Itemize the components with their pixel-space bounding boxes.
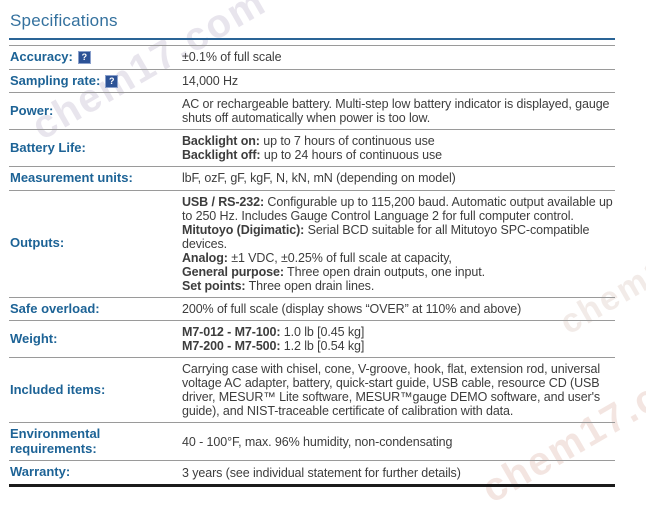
spec-label: Weight: (9, 321, 182, 358)
spec-value: Backlight on: up to 7 hours of continuou… (182, 130, 615, 167)
spec-row: Weight: M7-012 - M7-100: 1.0 lb [0.45 kg]… (9, 321, 615, 358)
spec-value: 14,000 Hz (182, 69, 615, 93)
spec-label: Measurement units: (9, 167, 182, 191)
spec-value-line: Set points: Three open drain lines. (182, 278, 375, 293)
spec-label-text: Environmental requirements: (10, 426, 101, 456)
spec-row: Outputs: USB / RS-232: Configurable up to… (9, 190, 615, 298)
spec-label-text: Measurement units: (10, 170, 133, 186)
spec-value-line: lbF, ozF, gF, kgF, N, kN, mN (depending … (182, 171, 456, 186)
spec-label-text: Warranty: (10, 464, 71, 480)
spec-value-line: M7-200 - M7-500: 1.2 lb [0.54 kg] (182, 339, 365, 354)
spec-value: ±0.1% of full scale (182, 46, 615, 70)
spec-label: Battery Life: (9, 130, 182, 167)
spec-value-line: Backlight on: up to 7 hours of continuou… (182, 134, 435, 149)
spec-label-text: Power: (10, 102, 54, 118)
spec-row: Battery Life: Backlight on: up to 7 hours… (9, 130, 615, 167)
spec-row: Measurement units: lbF, ozF, gF, kgF, N, … (9, 167, 615, 191)
specs-table: Accuracy:? ±0.1% of full scale Sampling ra… (9, 45, 615, 487)
spec-label: Warranty: (9, 461, 182, 486)
spec-label: Accuracy:? (9, 46, 182, 70)
spec-label: Included items: (9, 358, 182, 423)
spec-value-line: USB / RS-232: Configurable up to 115,200… (182, 194, 613, 223)
spec-value-line: 40 - 100°F, max. 96% humidity, non-conde… (182, 434, 453, 449)
spec-value-line: 200% of full scale (display shows “OVER”… (182, 301, 522, 316)
spec-row: Environmental requirements: 40 - 100°F, m… (9, 423, 615, 461)
spec-value-line: 3 years (see individual statement for fu… (182, 465, 461, 480)
spec-value: 200% of full scale (display shows “OVER”… (182, 297, 615, 321)
spec-row: Included items: Carrying case with chisel… (9, 358, 615, 423)
spec-row: Safe overload: 200% of full scale (displa… (9, 297, 615, 321)
spec-label: Sampling rate:? (9, 69, 182, 93)
spec-value: 40 - 100°F, max. 96% humidity, non-conde… (182, 423, 615, 461)
help-icon[interactable]: ? (77, 51, 91, 64)
spec-value-line: General purpose: Three open drain output… (182, 264, 485, 279)
spec-label: Safe overload: (9, 297, 182, 321)
spec-value-line: AC or rechargeable battery. Multi-step l… (182, 97, 610, 126)
spec-page: Specifications Accuracy:? ±0.1% of full s… (9, 9, 615, 487)
spec-row: Accuracy:? ±0.1% of full scale (9, 46, 615, 70)
page-title: Specifications (9, 9, 615, 40)
spec-label-text: Accuracy: (10, 49, 73, 64)
spec-value: AC or rechargeable battery. Multi-step l… (182, 93, 615, 130)
spec-value-line: Analog: ±1 VDC, ±0.25% of full scale at … (182, 250, 452, 265)
spec-label-text: Sampling rate: (10, 72, 101, 88)
spec-value: 3 years (see individual statement for fu… (182, 461, 615, 486)
spec-label-text: Battery Life: (10, 139, 86, 155)
spec-value-line: M7-012 - M7-100: 1.0 lb [0.45 kg] (182, 325, 365, 340)
spec-label: Environmental requirements: (9, 423, 182, 461)
spec-row: Sampling rate:? 14,000 Hz (9, 69, 615, 93)
spec-value: Carrying case with chisel, cone, V-groov… (182, 358, 615, 423)
spec-label-text: Safe overload: (10, 300, 100, 316)
spec-row: Warranty: 3 years (see individual stateme… (9, 461, 615, 486)
spec-row: Power: AC or rechargeable battery. Multi-… (9, 93, 615, 130)
spec-value: lbF, ozF, gF, kgF, N, kN, mN (depending … (182, 167, 615, 191)
spec-value: USB / RS-232: Configurable up to 115,200… (182, 190, 615, 297)
spec-value-line: 14,000 Hz (182, 73, 239, 88)
spec-label: Power: (9, 93, 182, 130)
help-icon[interactable]: ? (105, 74, 119, 88)
spec-value-line: Mitutoyo (Digimatic): Serial BCD suitabl… (182, 222, 590, 251)
spec-value-line: ±0.1% of full scale (182, 50, 282, 65)
spec-label-text: Included items: (10, 381, 106, 397)
spec-value-line: Backlight off: up to 24 hours of continu… (182, 148, 443, 163)
spec-value: M7-012 - M7-100: 1.0 lb [0.45 kg] M7-200 … (182, 321, 615, 358)
spec-value-line: Carrying case with chisel, cone, V-groov… (182, 362, 601, 419)
spec-label: Outputs: (9, 190, 182, 297)
spec-label-text: Weight: (10, 330, 58, 346)
spec-label-text: Outputs: (10, 235, 65, 251)
